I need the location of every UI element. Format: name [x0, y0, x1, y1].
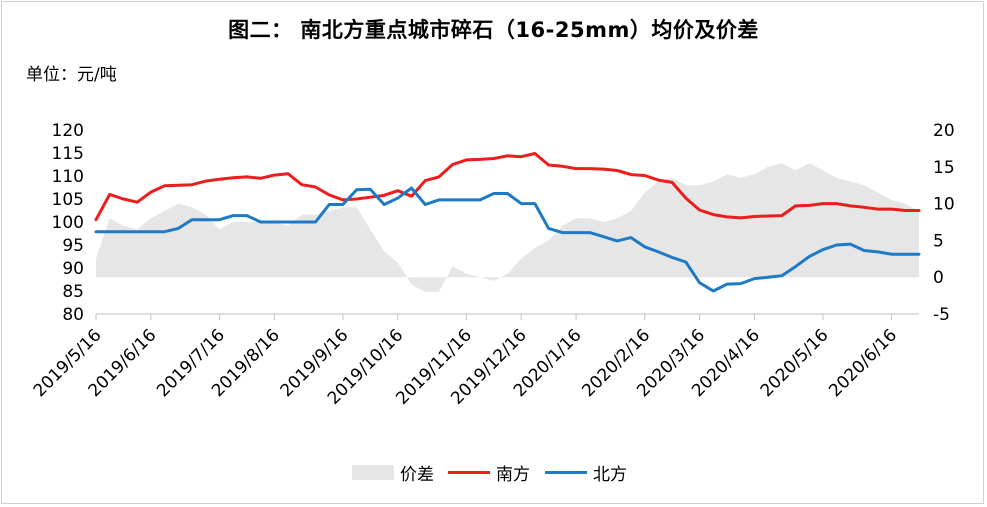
price-line-layer: [94, 152, 921, 293]
legend-item-south: 南方: [448, 457, 530, 487]
y-left-tick-label: 85: [62, 282, 84, 302]
y-right-tick-label: 0: [933, 268, 944, 288]
y-left-tick-label: 90: [62, 259, 84, 279]
legend-label-south: 南方: [496, 464, 530, 485]
y-left-tick-label: 105: [52, 190, 84, 210]
spread-area-layer: [96, 163, 919, 292]
legend-swatch-north: [545, 470, 587, 474]
chart-title: 图二： 南北方重点城市碎石（16-25mm）均价及价差: [228, 18, 759, 42]
y-left-tick-label: 100: [52, 213, 84, 233]
legend-label-spread: 价差: [400, 464, 434, 485]
legend-item-spread: 价差: [352, 457, 434, 487]
y-right-tick-label: 10: [933, 195, 955, 215]
x-tick-label: 2020/6/16: [825, 325, 901, 401]
legend-item-north: 北方: [545, 457, 627, 487]
y-left-tick-label: 80: [62, 305, 84, 325]
axis-layer: [95, 313, 919, 320]
y-left-tick-label: 115: [52, 144, 84, 164]
unit-label: 单位：元/吨: [26, 65, 117, 85]
y-left-tick-label: 120: [52, 121, 84, 141]
y-right-tick-label: 15: [933, 158, 955, 178]
x-tick-label: 2020/5/16: [757, 325, 833, 401]
y-left-tick-label: 110: [52, 167, 84, 187]
legend-swatch-spread: [352, 464, 394, 480]
y-right-tick-label: -5: [933, 305, 950, 325]
legend-label-north: 北方: [593, 464, 627, 485]
y-right-tick-label: 20: [933, 121, 955, 141]
north-price-line: [94, 186, 921, 293]
spread-area: [96, 163, 919, 292]
legend: 价差 南方 北方: [0, 457, 987, 487]
y-left-tick-label: 95: [62, 236, 84, 256]
south-price-line: [94, 152, 921, 222]
y-right-tick-label: 5: [933, 231, 944, 251]
legend-swatch-south: [448, 470, 490, 474]
